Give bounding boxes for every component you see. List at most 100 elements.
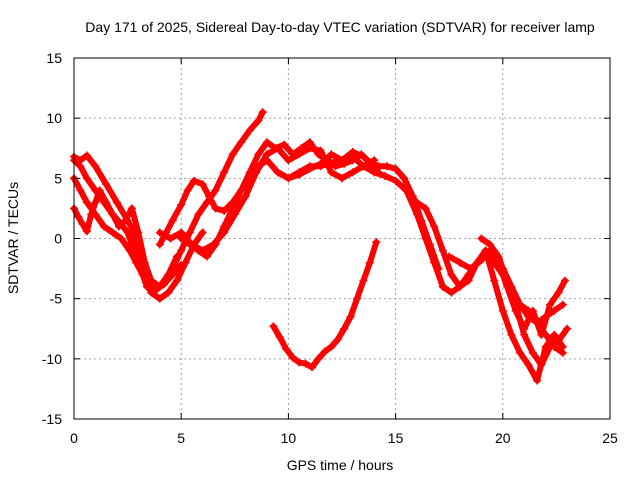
- data-point: [541, 342, 550, 351]
- data-point: [455, 258, 464, 267]
- data-point: [438, 246, 447, 255]
- data-point: [477, 256, 486, 265]
- data-point: [177, 228, 186, 237]
- data-point: [520, 330, 529, 339]
- x-tick-label: 10: [281, 430, 297, 446]
- data-point: [155, 228, 164, 237]
- data-point: [445, 252, 454, 261]
- data-point: [76, 156, 85, 165]
- data-point: [198, 228, 207, 237]
- data-point: [455, 282, 464, 291]
- data-point: [338, 174, 346, 183]
- data-point: [464, 276, 473, 285]
- data-point: [252, 168, 261, 177]
- data-point: [563, 324, 572, 333]
- data-point: [164, 270, 173, 279]
- data-point: [301, 359, 310, 368]
- data-point: [528, 306, 537, 315]
- data-point: [117, 234, 126, 243]
- data-point: [151, 286, 160, 295]
- y-tick-label: 5: [54, 170, 62, 186]
- data-point: [282, 345, 291, 354]
- data-point: [230, 210, 239, 219]
- data-point: [166, 234, 175, 243]
- data-point: [185, 228, 194, 237]
- data-point: [515, 348, 524, 357]
- data-point: [145, 282, 154, 291]
- data-point: [254, 150, 263, 159]
- data-point: [177, 260, 186, 269]
- data-point: [316, 146, 325, 155]
- data-point: [82, 227, 91, 236]
- data-series: [70, 108, 572, 385]
- data-point: [155, 240, 164, 249]
- data-point: [220, 168, 229, 177]
- data-point: [280, 140, 289, 149]
- data-point: [558, 342, 567, 351]
- series-track-4: [70, 186, 181, 291]
- data-point: [284, 174, 293, 183]
- data-point: [528, 348, 537, 357]
- data-point: [545, 300, 554, 309]
- data-point: [295, 170, 304, 179]
- data-point: [205, 192, 214, 201]
- series-line: [178, 139, 442, 272]
- data-point: [108, 210, 117, 219]
- series-track-7: [155, 144, 379, 255]
- data-point: [550, 330, 559, 339]
- data-point: [262, 150, 271, 159]
- y-axis-label: SDTVAR / TECUs: [5, 182, 21, 294]
- data-point: [359, 152, 368, 161]
- data-point: [447, 270, 456, 279]
- data-point: [353, 294, 362, 303]
- axis-ticks: 0 5 10 15 20 25 -15 -10 -5 0 5 10 15: [42, 50, 618, 446]
- data-point: [127, 204, 136, 213]
- data-point: [374, 168, 383, 177]
- data-point: [115, 222, 124, 231]
- data-point: [202, 252, 211, 261]
- data-point: [408, 192, 417, 201]
- data-point: [413, 198, 422, 207]
- y-tick-label: -15: [42, 411, 62, 427]
- data-point: [241, 192, 250, 201]
- data-point: [194, 210, 203, 219]
- data-point: [305, 164, 314, 173]
- data-point: [209, 240, 218, 249]
- series-track-14: [269, 238, 381, 372]
- data-point: [211, 186, 220, 195]
- data-point: [147, 276, 156, 285]
- data-point: [340, 324, 349, 333]
- data-point: [348, 156, 357, 165]
- data-point: [533, 376, 542, 385]
- y-tick-label: 10: [46, 110, 62, 126]
- data-point: [380, 171, 389, 180]
- y-tick-label: 15: [46, 50, 62, 66]
- data-point: [172, 276, 181, 285]
- chart-title: Day 171 of 2025, Sidereal Day-to-day VTE…: [85, 19, 595, 35]
- data-point: [537, 330, 546, 339]
- data-point: [87, 210, 96, 219]
- data-point: [370, 162, 379, 171]
- data-point: [258, 108, 267, 117]
- data-point: [560, 276, 569, 285]
- data-point: [365, 258, 374, 267]
- data-point: [295, 150, 304, 159]
- data-point: [262, 138, 271, 147]
- data-point: [307, 363, 316, 372]
- data-point: [190, 176, 199, 185]
- data-point: [82, 151, 91, 160]
- data-point: [346, 312, 355, 321]
- y-tick-label: -10: [42, 351, 62, 367]
- data-point: [140, 258, 149, 267]
- data-point: [421, 204, 430, 213]
- data-point: [237, 186, 246, 195]
- data-point: [425, 240, 434, 249]
- data-point: [333, 335, 342, 344]
- data-point: [275, 333, 284, 342]
- data-point: [172, 252, 181, 261]
- data-point: [132, 258, 141, 267]
- data-point: [91, 162, 100, 171]
- data-point: [391, 164, 400, 173]
- data-point: [338, 156, 346, 165]
